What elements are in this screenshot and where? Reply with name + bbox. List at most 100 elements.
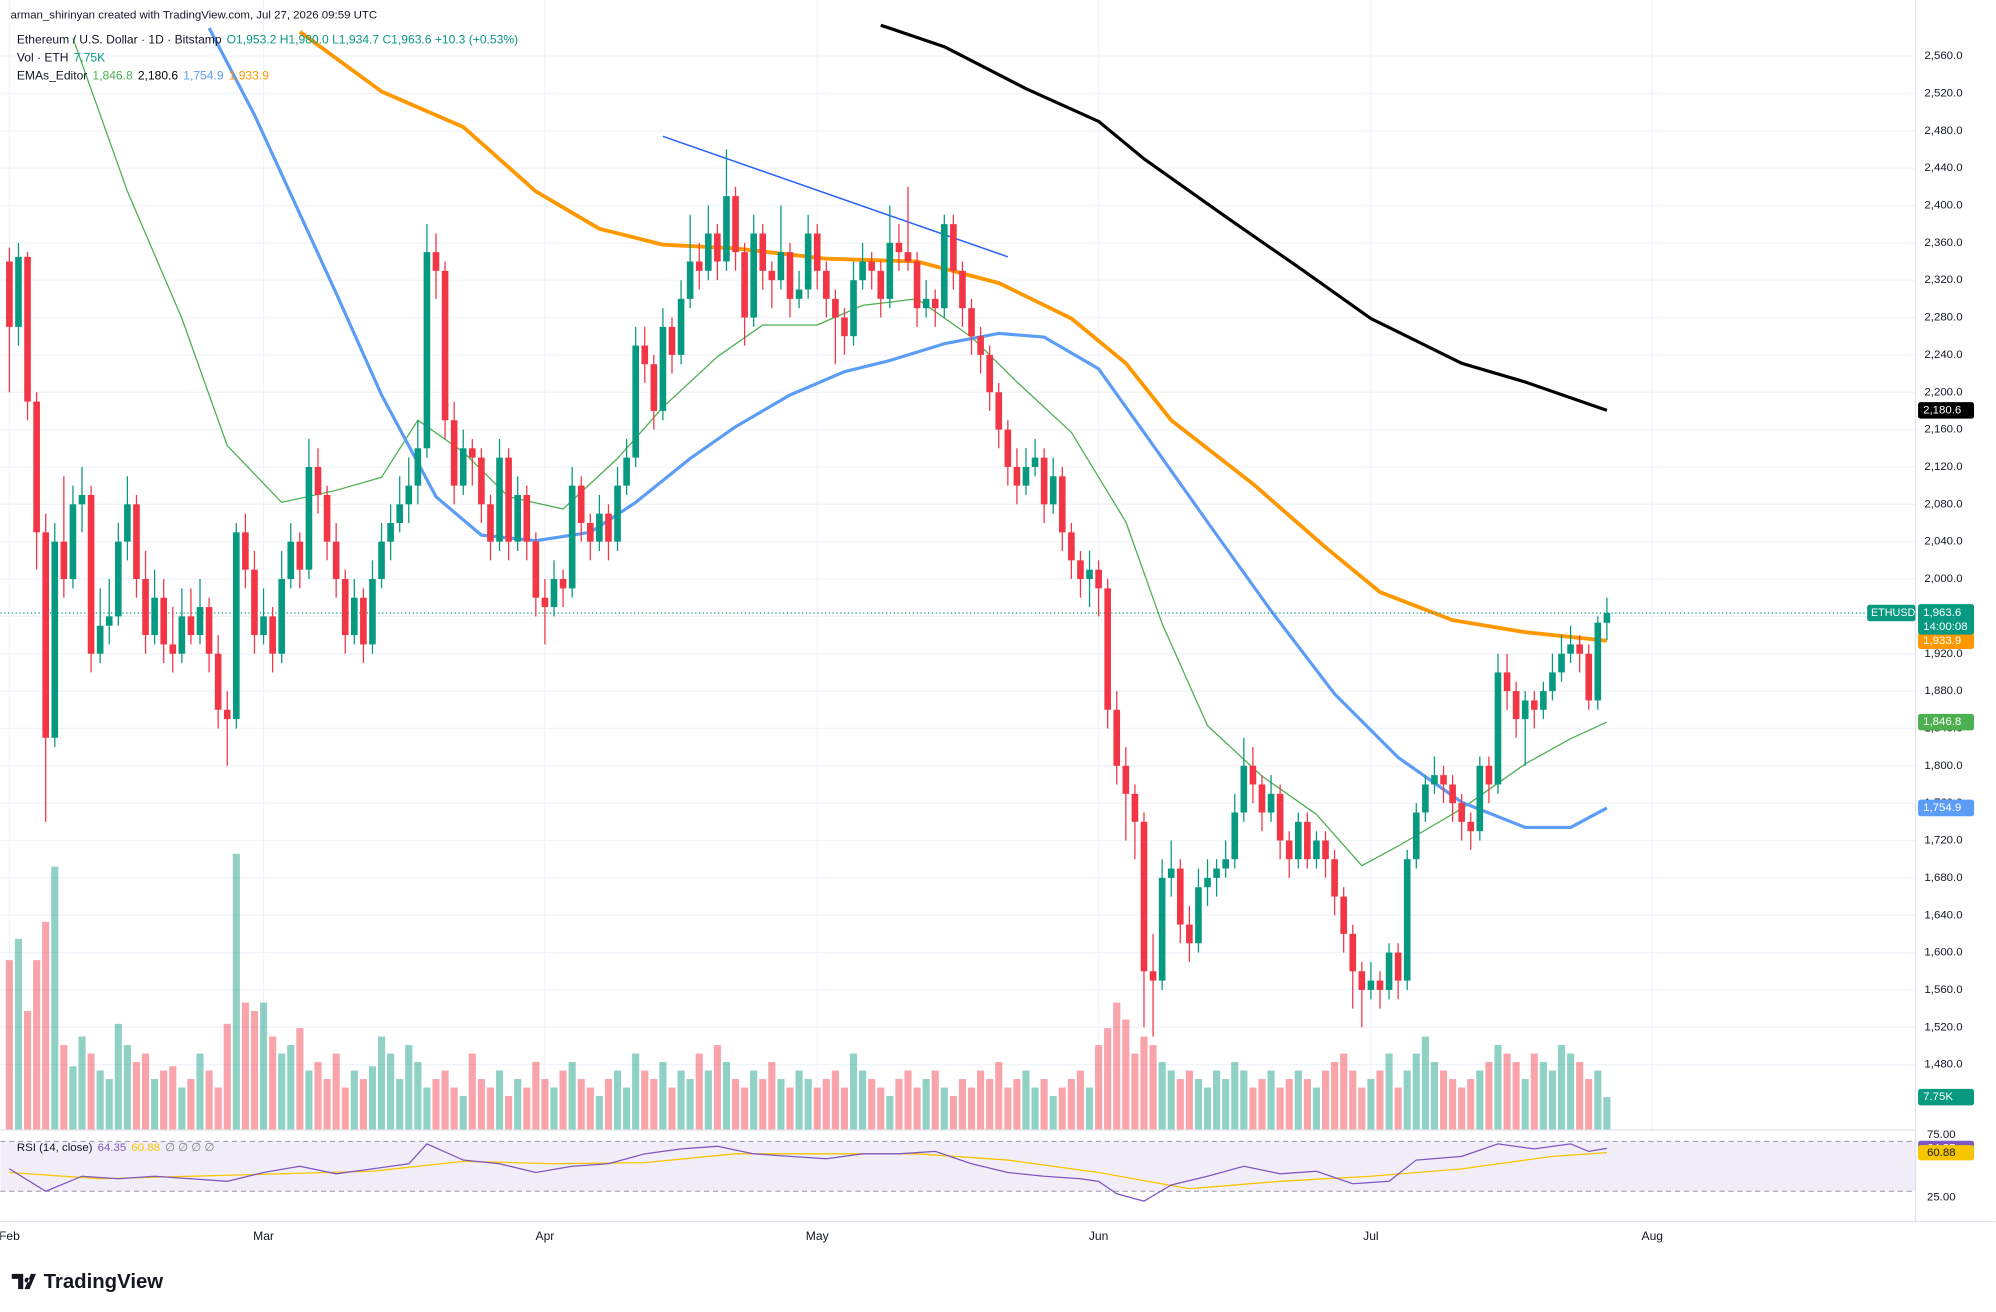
candle-body	[1521, 700, 1529, 720]
candles	[6, 149, 1611, 1037]
candle-body	[260, 616, 267, 636]
volume-bar	[1276, 1087, 1284, 1131]
volume-bar	[731, 1079, 740, 1131]
candle-body	[1540, 691, 1547, 710]
volume-bar	[278, 1053, 286, 1131]
volume-bar	[958, 1079, 967, 1131]
x-tick-label: Feb	[0, 1229, 20, 1243]
candle-body	[1558, 653, 1565, 673]
candle-body	[895, 242, 903, 253]
volume-bar	[1249, 1087, 1257, 1131]
candle-body	[877, 270, 885, 299]
countdown: 14:00:08	[1923, 621, 1968, 633]
ema-line	[72, 38, 1608, 867]
candle-body	[1158, 877, 1166, 981]
candle-body	[1167, 868, 1175, 878]
volume-bar	[341, 1087, 349, 1131]
volume-bar	[450, 1087, 458, 1131]
candle-body	[995, 392, 1003, 430]
ohlc: O1,953.2 H1,980.0 L1,934.7 C1,963.6 +10.…	[227, 33, 518, 47]
candle-body	[1313, 840, 1320, 860]
volume-bar	[1076, 1070, 1085, 1131]
candle-body	[632, 345, 639, 458]
candle-body	[559, 579, 567, 589]
y-tick-label: 1,880.0	[1924, 685, 1962, 697]
y-tick-label: 1,720.0	[1924, 835, 1962, 847]
volume-bar	[977, 1070, 985, 1131]
price-tag	[1918, 1088, 1975, 1106]
symbol-tag	[1867, 604, 1916, 622]
candle-body	[804, 233, 812, 290]
candle-body	[668, 326, 676, 355]
candle-body	[323, 494, 331, 542]
candle-body	[1276, 793, 1284, 841]
header: arman_shirinyan created with TradingView…	[11, 9, 378, 21]
candle-body	[469, 448, 476, 458]
candle-body	[296, 541, 304, 570]
candle-body	[1186, 924, 1193, 944]
volume-bar	[741, 1087, 749, 1131]
price-tag	[1918, 604, 1975, 635]
candle-body	[922, 298, 930, 309]
volume-bar	[396, 1079, 404, 1131]
volume-bar	[831, 1070, 839, 1131]
volume-bar	[60, 1045, 68, 1131]
volume-bar	[868, 1079, 876, 1131]
candle-body	[886, 242, 894, 299]
candle-body	[1549, 672, 1556, 692]
volume-bar	[695, 1053, 703, 1131]
candle-body	[586, 522, 594, 542]
candle-body	[1267, 793, 1275, 813]
volume-bar	[269, 1036, 277, 1131]
volume-bar	[495, 1070, 504, 1131]
candle-body	[832, 298, 839, 318]
volume-bar	[840, 1087, 849, 1131]
volume-bar	[1394, 1087, 1402, 1131]
volume-bar	[1176, 1079, 1184, 1131]
volume-bar	[922, 1079, 930, 1131]
candle-body	[704, 233, 712, 271]
volume-bar	[1040, 1079, 1048, 1131]
volume-bar	[613, 1070, 622, 1131]
candle-body	[305, 466, 313, 570]
volume-bar	[559, 1070, 567, 1131]
candle-body	[1049, 476, 1057, 505]
volume-bar	[459, 1096, 467, 1131]
vol-value: 7.75K	[74, 51, 106, 65]
candle-body	[741, 252, 748, 318]
volume-bar	[1285, 1079, 1293, 1131]
candle-body	[550, 579, 558, 608]
candle-body	[659, 326, 667, 411]
volume-bar	[250, 1011, 259, 1131]
volume-bar	[350, 1070, 358, 1131]
candle-body	[1231, 812, 1239, 860]
legend-rsi: RSI (14, close) 64.35 60.88 ∅ ∅ ∅ ∅	[17, 1142, 215, 1154]
candle-body	[351, 597, 358, 636]
volume-bar	[69, 1066, 77, 1131]
volume-bar	[623, 1087, 631, 1131]
candle-body	[813, 233, 821, 271]
y-tick-label: 1,800.0	[1924, 760, 1962, 772]
volume-bar	[704, 1070, 712, 1131]
volume-bar	[713, 1045, 721, 1131]
candle-body	[532, 541, 540, 598]
volume-bar	[1213, 1070, 1221, 1131]
volume-bar	[232, 853, 240, 1131]
candle-body	[1485, 765, 1493, 785]
candle-body	[287, 541, 295, 580]
volume-bar	[359, 1079, 367, 1131]
volume-bar	[1321, 1070, 1330, 1131]
y-tick-label: 1,480.0	[1924, 1059, 1962, 1071]
candle-body	[841, 317, 848, 337]
volume-bar	[1557, 1045, 1566, 1131]
volume-bar	[1222, 1079, 1230, 1131]
volume-bar	[1358, 1087, 1366, 1131]
candle-body	[1503, 672, 1511, 692]
volume-bar	[405, 1045, 413, 1131]
ema-title: EMAs_Editor	[17, 69, 87, 83]
candle-body	[1412, 812, 1420, 860]
candle-body	[423, 252, 431, 449]
candle-body	[1077, 560, 1084, 580]
volume-bar	[414, 1062, 422, 1131]
symbol-tag-text: ETHUSD	[1871, 607, 1916, 619]
